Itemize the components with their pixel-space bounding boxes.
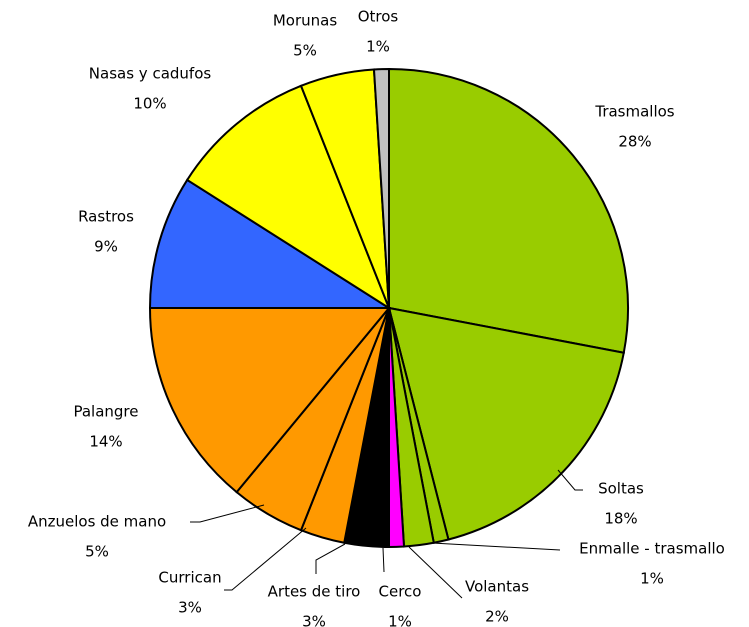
- leader-line: [557, 469, 583, 491]
- slice-value-label: 3%: [178, 599, 202, 617]
- pie-slice: [387, 306, 625, 541]
- slice-value-label: 14%: [89, 433, 122, 451]
- slice-label: Anzuelos de mano: [28, 513, 166, 531]
- slice-label: Enmalle - trasmallo: [579, 540, 725, 558]
- slice-label: Trasmallos: [594, 103, 674, 121]
- slice-value-label: 1%: [640, 570, 664, 588]
- slice-label: Currican: [158, 569, 221, 587]
- pie-slice: [185, 84, 392, 311]
- slice-value-label: 1%: [366, 38, 390, 56]
- pie-slice: [372, 67, 390, 309]
- slice-value-label: 5%: [85, 543, 109, 561]
- slice-label: Otros: [358, 8, 399, 26]
- slice-label: Palangre: [73, 403, 138, 421]
- slice-value-label: 28%: [618, 133, 651, 151]
- slice-label: Nasas y cadufos: [89, 65, 212, 83]
- leader-line: [431, 542, 561, 551]
- slice-value-label: 10%: [133, 95, 166, 113]
- leader-line: [382, 547, 385, 573]
- pie-slice: [388, 67, 629, 354]
- slice-label: Cerco: [379, 583, 422, 601]
- slice-label: Soltas: [598, 480, 644, 498]
- slice-label: Morunas: [273, 12, 337, 30]
- leader-line: [408, 546, 463, 599]
- slice-value-label: 1%: [388, 613, 412, 627]
- leader-line: [224, 527, 307, 591]
- slice-value-label: 3%: [302, 613, 326, 627]
- slice-value-label: 9%: [94, 238, 118, 256]
- slice-label: Volantas: [465, 578, 529, 596]
- slice-label: Rastros: [78, 208, 134, 226]
- leader-line: [190, 504, 265, 523]
- slice-value-label: 18%: [604, 510, 637, 528]
- slice-value-label: 5%: [293, 42, 317, 60]
- slice-value-label: 2%: [485, 608, 509, 626]
- leader-line: [315, 543, 346, 574]
- slice-label: Artes de tiro: [268, 583, 361, 601]
- pie-slice: [148, 307, 392, 494]
- pie-slice: [148, 178, 393, 309]
